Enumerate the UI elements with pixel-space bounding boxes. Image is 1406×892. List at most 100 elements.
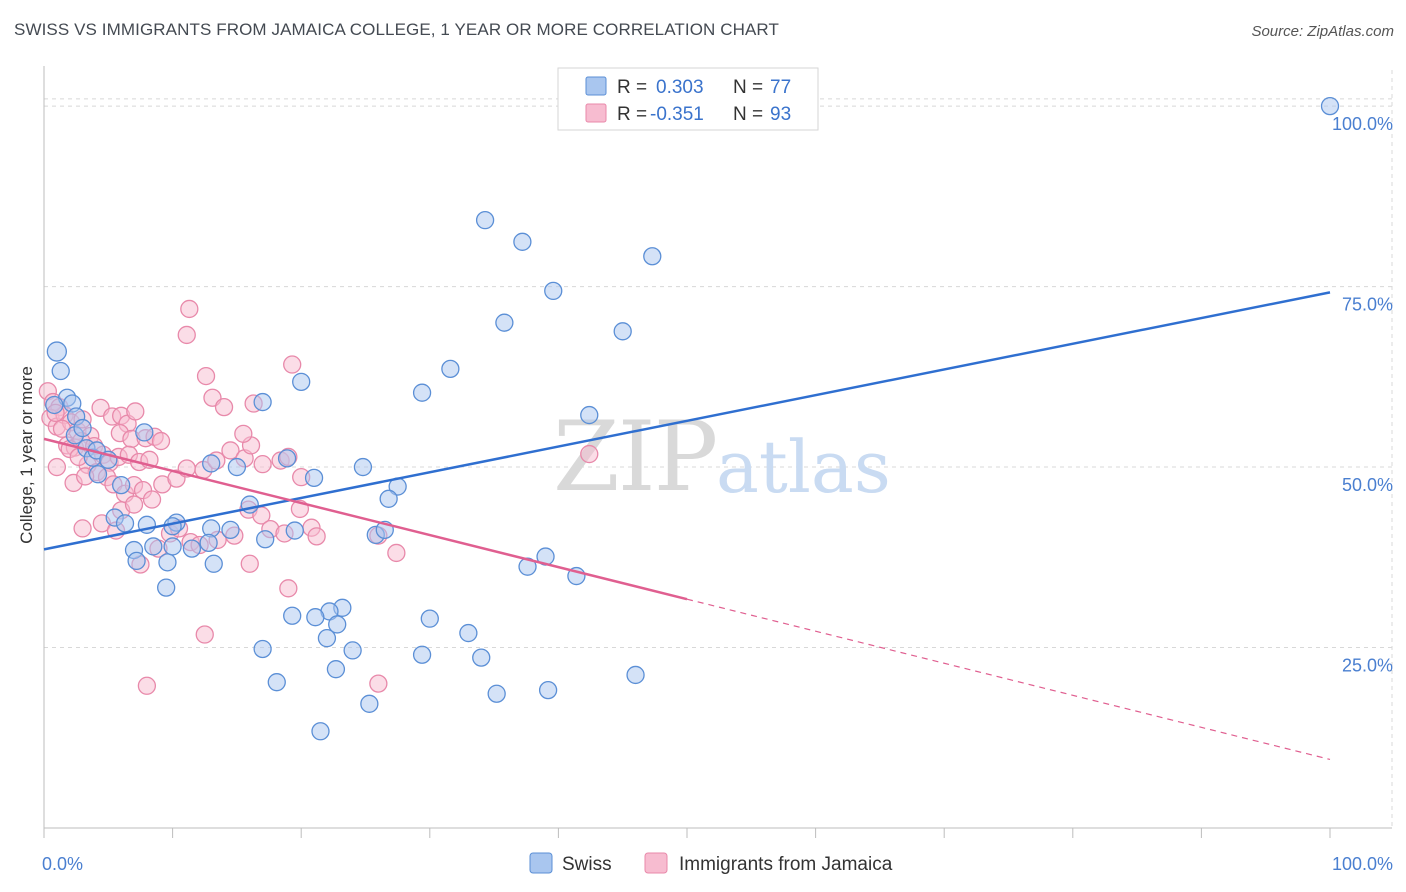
point-swiss-21 xyxy=(202,454,221,473)
point-swiss-57 xyxy=(283,606,302,625)
series-swiss-points xyxy=(45,96,1340,741)
point-swiss-44 xyxy=(475,211,495,230)
point-jamaica-76 xyxy=(279,579,298,598)
point-swiss-45 xyxy=(495,313,514,332)
point-swiss-34 xyxy=(292,372,311,392)
point-swiss-36 xyxy=(304,468,324,488)
trendline-swiss xyxy=(43,291,1331,551)
point-jamaica-51 xyxy=(214,397,234,417)
bottom-legend-swatch-swiss xyxy=(529,852,553,874)
y-tick-label-100: 100.0% xyxy=(1332,114,1393,134)
point-swiss-72 xyxy=(626,665,645,685)
point-swiss-65 xyxy=(326,660,346,679)
point-jamaica-20 xyxy=(126,402,145,421)
point-swiss-25 xyxy=(158,553,177,572)
point-jamaica-75 xyxy=(240,554,259,573)
point-swiss-49 xyxy=(613,322,632,341)
point-swiss-46 xyxy=(513,232,532,251)
y-tick-label-25: 25.0% xyxy=(1342,656,1393,676)
legend-swatch-jamaica xyxy=(585,103,607,123)
x-tick-label-max: 100.0% xyxy=(1332,854,1393,874)
point-jamaica-88 xyxy=(47,457,67,477)
correlation-legend: R = 0.303 N = 77 R = -0.351 N = 93 xyxy=(557,67,819,131)
point-swiss-11 xyxy=(112,475,131,495)
axes xyxy=(43,66,1392,838)
point-swiss-42 xyxy=(412,383,432,402)
point-jamaica-48 xyxy=(253,455,272,474)
point-swiss-18 xyxy=(221,520,240,540)
point-swiss-22 xyxy=(227,457,247,477)
point-swiss-28 xyxy=(163,537,182,556)
point-swiss-24 xyxy=(253,392,272,412)
point-swiss-31 xyxy=(204,554,223,573)
chart-source: Source: ZipAtlas.com xyxy=(1251,23,1394,40)
bottom-legend-label-jamaica: Immigrants from Jamaica xyxy=(679,854,893,875)
point-swiss-10 xyxy=(135,423,154,442)
point-jamaica-91 xyxy=(124,495,144,514)
series-legend: Swiss Immigrants from Jamaica xyxy=(529,852,893,875)
point-swiss-56 xyxy=(328,615,347,634)
point-swiss-19 xyxy=(256,530,275,549)
point-swiss-16 xyxy=(163,517,182,536)
bottom-legend-swatch-jamaica xyxy=(644,852,668,874)
point-swiss-59 xyxy=(317,628,337,648)
legend-n-value-swiss: 77 xyxy=(770,77,791,98)
point-jamaica-25 xyxy=(151,431,171,451)
point-swiss-61 xyxy=(459,623,478,643)
point-swiss-69 xyxy=(311,722,330,741)
legend-n-label-jamaica: N = xyxy=(733,104,763,125)
point-swiss-71 xyxy=(538,680,558,700)
point-jamaica-82 xyxy=(137,676,157,695)
point-swiss-43 xyxy=(441,359,460,379)
legend-swatch-swiss xyxy=(585,76,607,96)
legend-r-label-jamaica: R = xyxy=(617,104,647,125)
x-tick-label-min: 0.0% xyxy=(42,854,83,874)
legend-r-value-jamaica: -0.351 xyxy=(650,104,704,125)
point-swiss-47 xyxy=(544,281,563,301)
point-swiss-68 xyxy=(360,694,379,713)
point-swiss-41 xyxy=(379,489,398,508)
point-swiss-23 xyxy=(277,449,297,468)
point-swiss-73 xyxy=(1320,96,1340,116)
point-swiss-64 xyxy=(343,641,362,660)
point-swiss-33 xyxy=(157,578,176,597)
legend-n-value-jamaica: 93 xyxy=(770,104,791,125)
point-swiss-50 xyxy=(643,247,662,266)
legend-r-label-swiss: R = xyxy=(617,77,647,98)
point-swiss-13 xyxy=(115,514,135,533)
y-tick-label-75: 75.0% xyxy=(1342,295,1393,315)
bottom-legend-label-swiss: Swiss xyxy=(562,854,612,875)
point-swiss-60 xyxy=(420,609,439,628)
point-jamaica-52 xyxy=(234,424,253,443)
point-jamaica-55 xyxy=(177,325,196,345)
point-jamaica-56 xyxy=(283,355,302,374)
point-swiss-37 xyxy=(353,457,373,477)
point-swiss-1 xyxy=(51,361,70,381)
point-swiss-0 xyxy=(46,341,68,362)
trendline-jamaica-extension xyxy=(686,598,1331,761)
point-jamaica-77 xyxy=(387,543,406,563)
legend-r-value-swiss: 0.303 xyxy=(656,77,704,98)
chart-title: SWISS VS IMMIGRANTS FROM JAMAICA COLLEGE… xyxy=(14,20,779,39)
tick-labels: 25.0% 50.0% 75.0% 100.0% 0.0% 100.0% xyxy=(42,114,1393,874)
watermark: ZIP atlas xyxy=(553,401,891,513)
point-jamaica-54 xyxy=(180,299,199,319)
point-swiss-30 xyxy=(199,533,218,552)
point-jamaica-81 xyxy=(369,674,388,693)
point-swiss-63 xyxy=(472,648,491,667)
trendline-jamaica xyxy=(43,437,688,601)
y-tick-label-50: 50.0% xyxy=(1342,475,1393,495)
point-jamaica-49 xyxy=(196,366,216,386)
point-swiss-48 xyxy=(580,405,599,425)
legend-n-label-swiss: N = xyxy=(733,77,763,98)
point-swiss-27 xyxy=(144,537,163,556)
watermark-zip: ZIP xyxy=(553,401,716,513)
point-jamaica-39 xyxy=(142,490,162,509)
point-swiss-66 xyxy=(253,639,272,659)
point-jamaica-79 xyxy=(580,444,599,464)
point-jamaica-83 xyxy=(73,519,92,538)
point-swiss-62 xyxy=(412,645,432,664)
point-swiss-76 xyxy=(88,465,108,484)
y-axis-title: College, 1 year or more xyxy=(17,366,36,544)
